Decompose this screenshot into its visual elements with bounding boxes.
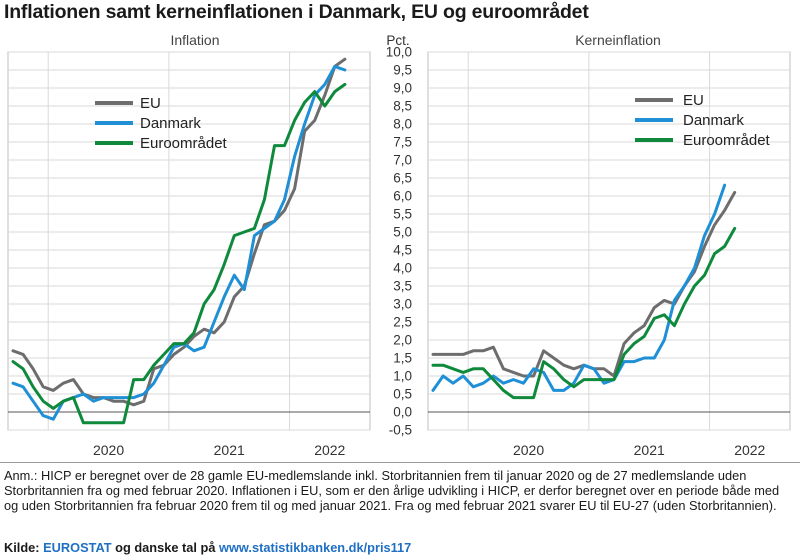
- footnote: Anm.: HICP er beregnet over de 28 gamle …: [4, 468, 780, 514]
- series-line-danmark: [431, 183, 727, 392]
- statistikbanken-link[interactable]: www.statistikbanken.dk/pris117: [219, 540, 412, 555]
- y-tick-label: 1,0: [393, 369, 412, 384]
- y-tick-label: 1,5: [393, 351, 412, 366]
- y-tick-label: 9,5: [393, 63, 412, 78]
- eurostat-link[interactable]: EUROSTAT: [43, 540, 112, 555]
- y-axis-unit: Pct.: [386, 33, 409, 48]
- legend-label-danmark: Danmark: [683, 112, 744, 129]
- panel-title: Inflation: [170, 32, 219, 48]
- x-tick-label: 2022: [734, 442, 765, 458]
- y-tick-label: 9,0: [393, 81, 412, 96]
- x-tick-label: 2020: [513, 442, 544, 458]
- kerneinflation-panel: 2020 2021 2022 Kerneinflation EU Danmark Euroo…: [427, 32, 791, 458]
- series-line-euroomraadet: [11, 82, 347, 425]
- x-tick-label: 2020: [93, 442, 124, 458]
- series-line-euroomraadet: [431, 226, 737, 400]
- chart-title: Inflationen samt kerneinflationen i Danm…: [4, 1, 589, 23]
- source-middle: og danske tal på: [115, 540, 216, 555]
- y-tick-label: 2,5: [393, 315, 412, 330]
- y-tick-label: 0,0: [393, 405, 412, 420]
- legend-label-eu: EU: [140, 95, 161, 112]
- y-tick-label: 2,0: [393, 333, 412, 348]
- y-tick-label: 4,5: [393, 243, 412, 258]
- legend-label-euroomraadet: Euroområdet: [140, 135, 228, 152]
- y-tick-label: 3,5: [393, 279, 412, 294]
- y-tick-label: -0,5: [389, 423, 412, 438]
- legend-label-danmark: Danmark: [140, 115, 201, 132]
- y-tick-label: 10,0: [386, 45, 412, 60]
- inflation-panel: 2020 2021 2022 Inflation EU Danmark Euroområde…: [7, 32, 371, 458]
- chart-canvas: 2020 2021 2022 Inflation EU Danmark Euroområde…: [7, 32, 791, 458]
- plot-frame: [7, 51, 371, 431]
- y-tick-label: 7,0: [393, 153, 412, 168]
- y-tick-label: 8,5: [393, 99, 412, 114]
- shared-y-axis: Pct.10,0 9,5 9,0 8,5 8,0 7,5 7,0 6,5 6,0 5,5 5,0 4,…: [386, 33, 412, 438]
- y-tick-label: 0,5: [393, 387, 412, 402]
- source-line: Kilde: EUROSTAT og danske tal på www.sta…: [4, 540, 411, 555]
- series-line-eu: [431, 190, 737, 378]
- x-tick-label: 2022: [314, 442, 345, 458]
- x-tick-label: 2021: [634, 442, 665, 458]
- y-tick-label: 6,0: [393, 189, 412, 204]
- y-tick-label: 7,5: [393, 135, 412, 150]
- series-line-eu: [11, 57, 347, 407]
- source-prefix: Kilde:: [4, 540, 40, 555]
- y-tick-label: 5,0: [393, 225, 412, 240]
- x-tick-label: 2021: [214, 442, 245, 458]
- legend-label-euroomraadet: Euroområdet: [683, 132, 771, 149]
- y-tick-label: 8,0: [393, 117, 412, 132]
- divider-line: [0, 462, 800, 463]
- y-tick-label: 6,5: [393, 171, 412, 186]
- y-tick-label: 5,5: [393, 207, 412, 222]
- y-tick-label: 3,0: [393, 297, 412, 312]
- y-tick-label: 4,0: [393, 261, 412, 276]
- legend-label-eu: EU: [683, 92, 704, 109]
- panel-title: Kerneinflation: [575, 32, 661, 48]
